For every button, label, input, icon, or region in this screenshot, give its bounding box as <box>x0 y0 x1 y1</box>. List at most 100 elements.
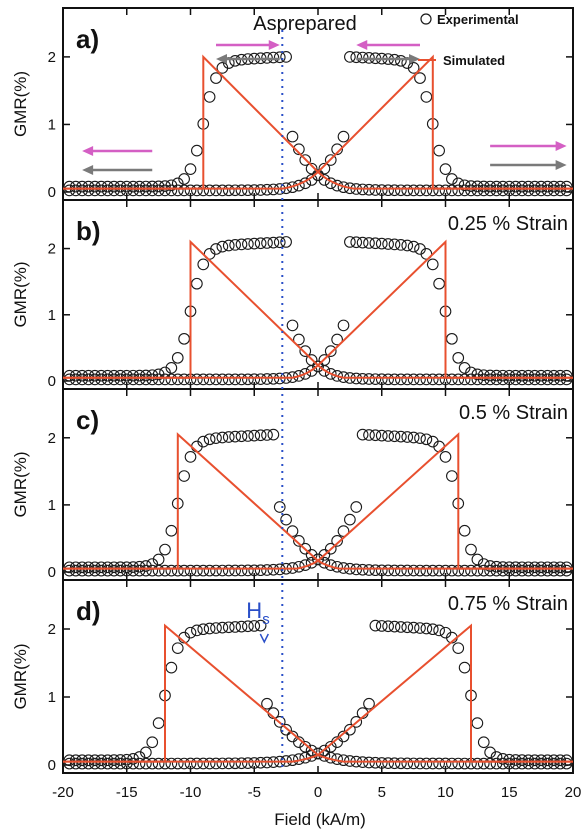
experimental-point <box>69 561 82 574</box>
experimental-point <box>554 373 567 386</box>
experimental-point <box>95 564 108 577</box>
y-tick-label: 2 <box>48 430 56 447</box>
experimental-point <box>197 258 210 271</box>
experimental-point <box>273 716 286 728</box>
experimental-point <box>522 561 535 574</box>
experimental-point <box>261 237 273 249</box>
experimental-point <box>331 534 343 547</box>
experimental-point <box>203 433 216 446</box>
experimental-point <box>101 180 114 193</box>
experimental-point <box>222 239 235 252</box>
experimental-point <box>216 621 229 634</box>
experimental-point <box>293 534 305 547</box>
experimental-point <box>490 369 503 382</box>
x-tick-label: -5 <box>248 784 261 801</box>
experimental-point <box>254 373 267 386</box>
experimental-point <box>152 717 165 729</box>
arrow-gray-left-far-head <box>82 165 94 175</box>
y-tick-label: 0 <box>48 184 56 201</box>
experimental-point <box>369 429 382 442</box>
experimental-series <box>63 619 573 770</box>
experimental-point <box>426 373 439 386</box>
experimental-point <box>235 430 248 443</box>
experimental-point <box>140 564 152 577</box>
experimental-point <box>522 757 535 770</box>
experimental-point <box>471 373 484 386</box>
hs-annotation: Hs <box>246 598 270 644</box>
experimental-point <box>254 619 267 632</box>
experimental-point <box>127 369 139 382</box>
experimental-point <box>69 373 82 386</box>
experimental-point <box>261 564 273 576</box>
experimental-point <box>477 564 490 577</box>
experimental-point <box>344 51 356 63</box>
x-tick-label: -15 <box>116 784 138 801</box>
experimental-point <box>426 757 439 770</box>
experimental-point <box>101 754 114 767</box>
experimental-point <box>363 564 375 576</box>
experimental-point <box>471 757 484 770</box>
experimental-point <box>254 184 267 196</box>
experimental-point <box>548 180 560 193</box>
experimental-point <box>299 345 312 357</box>
experimental-point <box>548 754 560 767</box>
experimental-point <box>299 542 312 555</box>
x-tick-label: -20 <box>52 784 74 801</box>
experimental-point <box>471 717 484 729</box>
experimental-point <box>191 277 203 290</box>
experimental-point <box>439 184 452 197</box>
experimental-point <box>95 373 108 386</box>
experimental-point <box>395 238 407 251</box>
experimental-point <box>324 368 337 380</box>
x-tick-label: 20 <box>565 784 582 801</box>
experimental-point <box>210 757 222 770</box>
experimental-point <box>216 184 229 197</box>
experimental-point <box>535 564 547 577</box>
experimental-point <box>95 561 108 574</box>
experimental-point <box>363 429 375 441</box>
experimental-point <box>535 184 547 197</box>
experimental-point <box>503 369 516 382</box>
panel-c-letter: c) <box>76 405 99 435</box>
experimental-point <box>356 428 369 441</box>
experimental-point <box>184 451 197 463</box>
experimental-point <box>446 173 458 185</box>
experimental-point <box>82 561 95 574</box>
experimental-point <box>560 373 573 386</box>
experimental-point <box>528 757 541 770</box>
experimental-point <box>152 184 165 197</box>
experimental-point <box>388 430 401 443</box>
arrow-magenta-left-head <box>356 40 368 50</box>
experimental-point <box>484 180 496 193</box>
experimental-point <box>535 373 547 386</box>
experimental-point <box>497 561 509 573</box>
experimental-point <box>261 697 273 710</box>
experimental-point <box>191 564 203 577</box>
experimental-point <box>452 642 465 655</box>
simulated-series <box>63 239 573 379</box>
experimental-point <box>375 757 388 769</box>
experimental-point <box>120 373 133 386</box>
experimental-point <box>554 180 567 193</box>
experimental-point <box>497 564 509 577</box>
experimental-point <box>82 757 95 770</box>
experimental-point <box>446 184 458 197</box>
experimental-point <box>267 236 280 249</box>
experimental-point <box>229 430 241 443</box>
experimental-point <box>63 180 76 193</box>
experimental-point <box>242 430 254 442</box>
experimental-point <box>210 622 222 634</box>
experimental-point <box>528 561 541 574</box>
experimental-point <box>178 470 190 482</box>
experimental-point <box>446 332 458 345</box>
experimental-point <box>63 561 76 574</box>
experimental-point <box>528 373 541 386</box>
experimental-point <box>516 180 528 193</box>
y-tick-label: 0 <box>48 373 56 390</box>
y-tick-label: 2 <box>48 49 56 66</box>
experimental-point <box>229 621 241 633</box>
experimental-point <box>331 333 343 346</box>
hs-subscript: s <box>262 611 270 628</box>
experimental-point <box>458 661 471 674</box>
x-axis: -20 -15 -10 -5 0 5 10 15 20 <box>52 784 581 801</box>
